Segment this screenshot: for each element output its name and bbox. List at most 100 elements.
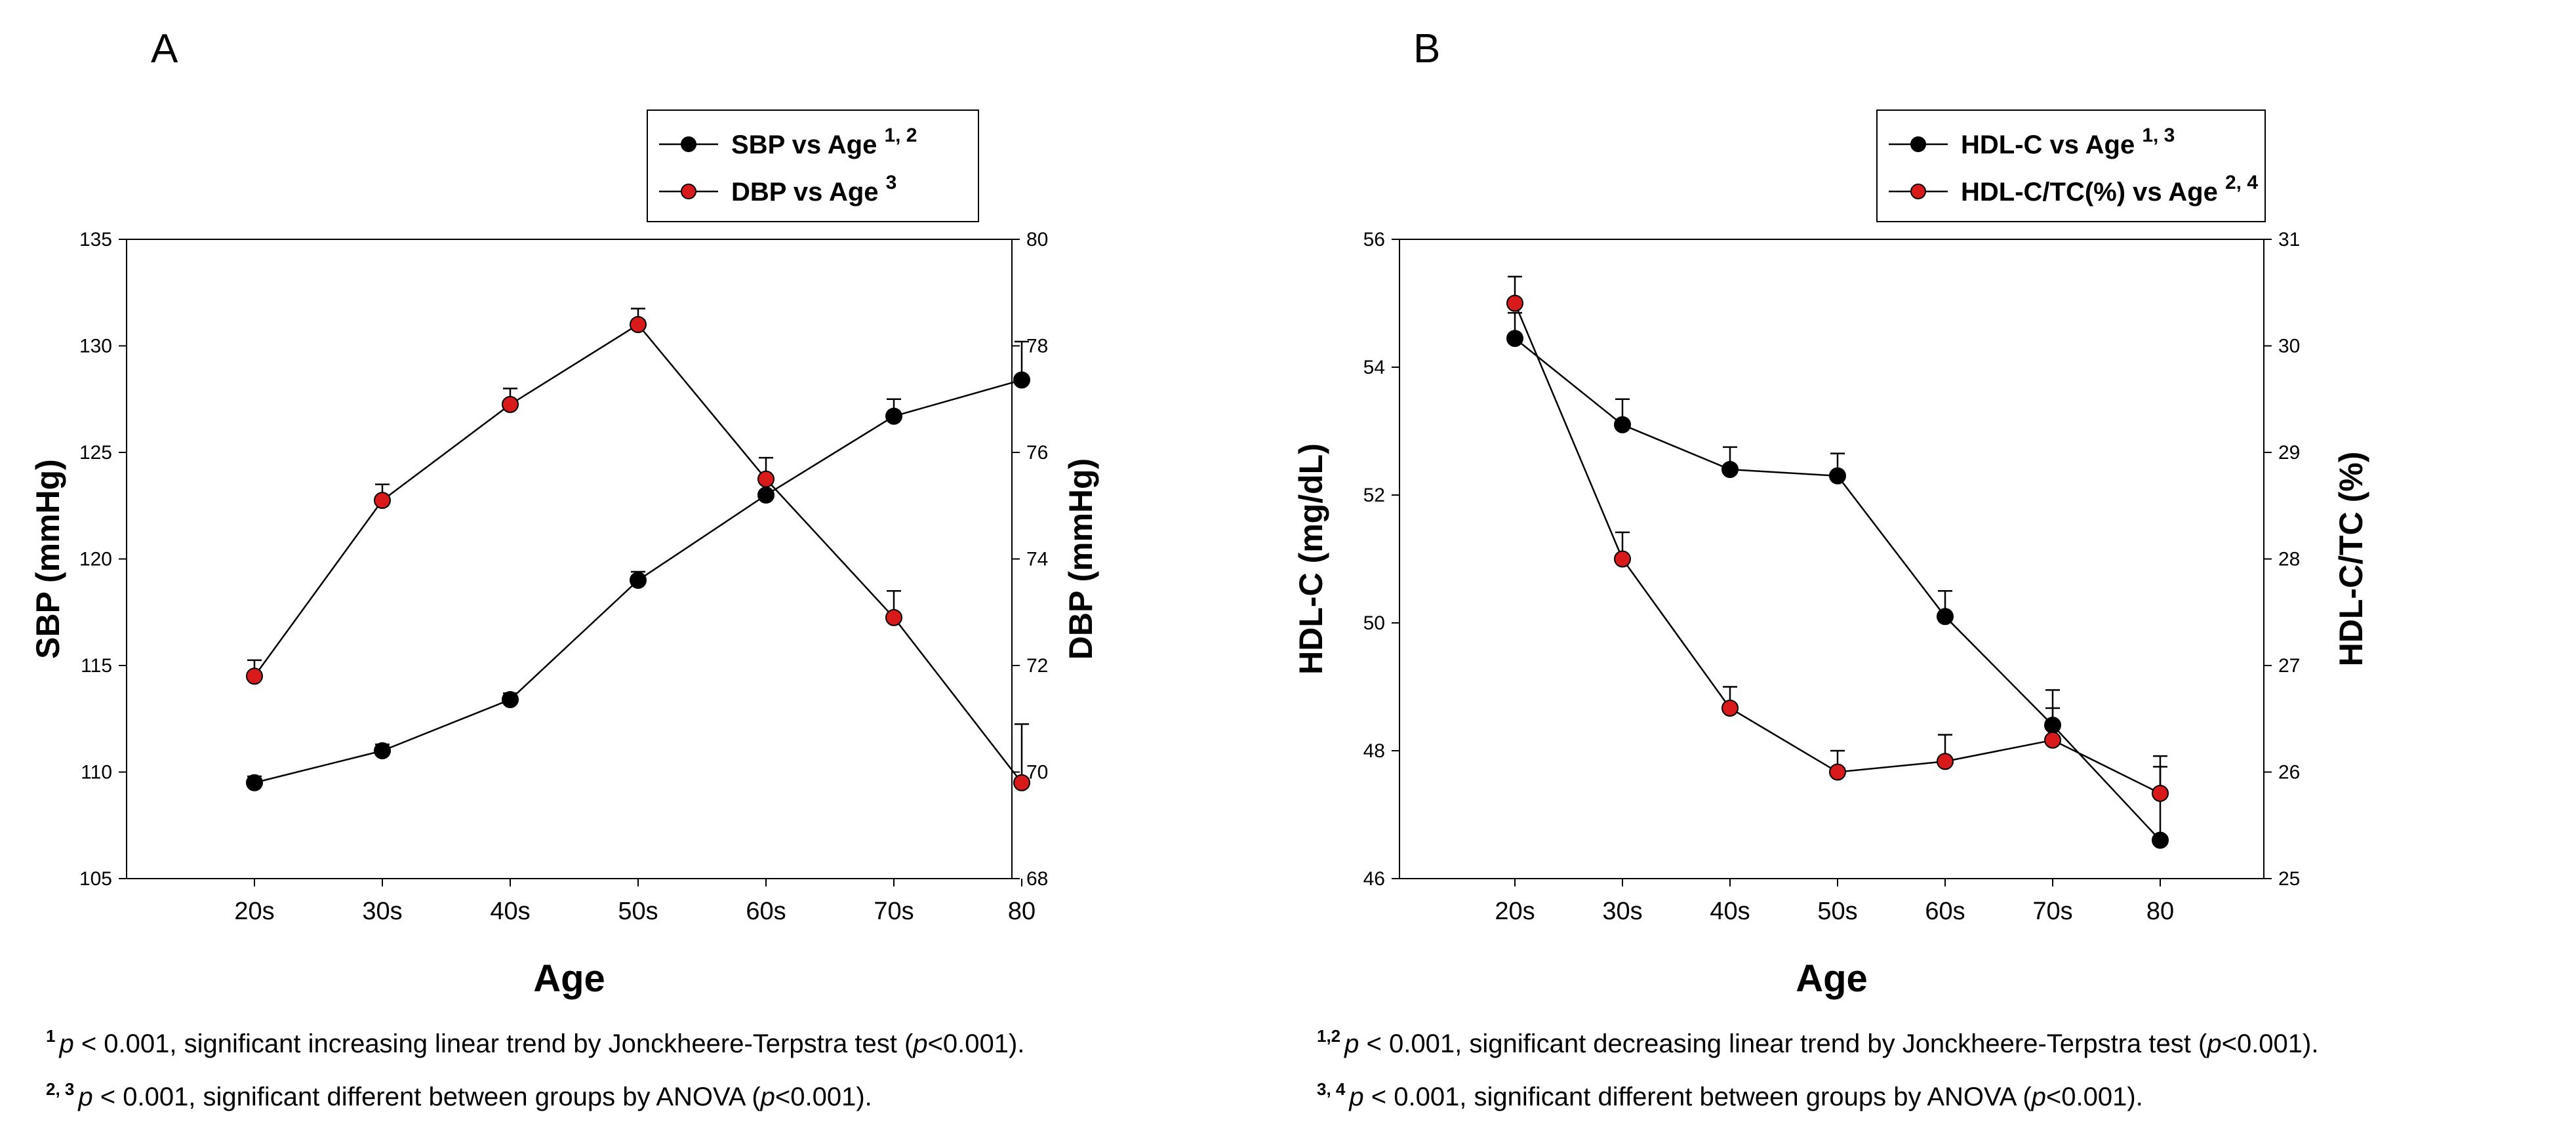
series-line [1514, 303, 2161, 795]
legend-box [1876, 109, 2266, 222]
left-tick-label: 48 [1363, 740, 1385, 762]
x-tick-label: 80 [2146, 898, 2174, 925]
right-tick-label: 72 [1026, 655, 1048, 677]
data-point [1721, 461, 1739, 478]
data-point [757, 470, 775, 488]
data-point [1614, 416, 1631, 433]
legend-label: HDL-C vs Age 1, 3 [1961, 125, 2175, 159]
x-tick-label: 20s [1495, 898, 1535, 925]
legend-label: HDL-C/TC(%) vs Age 2, 4 [1961, 172, 2258, 207]
x-tick-label: 60s [1925, 898, 1965, 925]
x-tick-label: 70s [874, 898, 914, 925]
x-tick-label: 50s [1817, 898, 1857, 925]
data-point [246, 667, 263, 685]
data-point [885, 407, 902, 425]
left-tick-label: 50 [1363, 612, 1385, 634]
data-point [246, 774, 263, 791]
data-point [885, 608, 902, 626]
right-tick-label: 29 [2278, 442, 2300, 464]
left-tick-label: 56 [1363, 229, 1385, 250]
right-tick-label: 80 [1026, 229, 1048, 250]
data-point [757, 487, 775, 504]
data-point [502, 395, 519, 413]
data-point [1937, 608, 1954, 626]
series-a-0 [246, 340, 1030, 791]
data-point [1506, 330, 1523, 348]
x-tick-label: 70s [2032, 898, 2072, 925]
right-tick-label: 68 [1026, 868, 1048, 890]
data-point [1721, 700, 1739, 717]
series-a-1 [246, 308, 1030, 791]
legend-label-text: DBP vs Age [731, 178, 886, 207]
data-point [1013, 774, 1030, 791]
legend-marker [1910, 184, 1926, 199]
x-tick-label: 20s [234, 898, 274, 925]
data-point [1829, 467, 1846, 485]
right-axis-title-a: DBP (mmHg) [1062, 458, 1099, 660]
data-point [2152, 831, 2169, 849]
left-tick-label: 54 [1363, 357, 1385, 378]
left-tick-label: 125 [79, 442, 112, 464]
chart-panel-a: A 105 110 115 120 125 130 135 68 70 72 74 76 78 80 20s 3… [30, 26, 1099, 1000]
x-tick-label: 80 [1008, 898, 1036, 925]
legend-label-sup: 1, 2 [884, 125, 917, 146]
legend-label-sup: 3 [886, 172, 897, 193]
right-tick-label: 70 [1026, 762, 1048, 784]
left-axis-title-b: HDL-C (mg/dL) [1293, 443, 1329, 675]
x-tick-label: 50s [618, 898, 658, 925]
legend-marker [681, 136, 696, 152]
left-axis-title-a: SBP (mmHg) [30, 459, 66, 659]
footnote-b-1: 1,2 p < 0.001, significant decreasing lin… [1317, 1026, 2319, 1058]
x-axis-title-a: Age [533, 957, 605, 1000]
legend-label: SBP vs Age 1, 2 [731, 125, 917, 159]
series-line [253, 323, 1022, 784]
right-tick-label: 31 [2278, 229, 2300, 250]
data-point [1937, 753, 1954, 770]
left-tick-label: 110 [81, 762, 112, 784]
left-tick-label: 46 [1363, 868, 1385, 890]
right-tick-label: 25 [2278, 868, 2300, 890]
legend-label: DBP vs Age 3 [731, 172, 896, 207]
right-tick-label: 78 [1026, 336, 1048, 357]
legend-b: HDL-C vs Age 1, 3 HDL-C/TC(%) vs Age 2, 4 [1876, 109, 2266, 222]
right-tick-label: 30 [2278, 336, 2300, 357]
chart-panel-b: B 46 48 50 52 54 56 25 26 27 28 29 30 31 20s 30s 40s 50s 6… [1293, 26, 2369, 1000]
left-tick-label: 130 [79, 336, 112, 357]
data-point [502, 691, 519, 708]
x-axis-title-b: Age [1796, 957, 1868, 1000]
panel-label-a: A [151, 26, 178, 71]
data-point [1013, 371, 1030, 389]
legend-label-text: SBP vs Age [731, 130, 884, 159]
data-point [630, 316, 647, 333]
panel-label-b: B [1413, 26, 1440, 71]
data-point [2152, 785, 2169, 802]
legend-box [647, 109, 979, 222]
data-point [1614, 550, 1631, 568]
data-point [2044, 731, 2061, 749]
legend-marker [681, 184, 696, 199]
data-point [374, 492, 391, 509]
right-tick-label: 27 [2278, 655, 2300, 677]
x-tick-label: 40s [1710, 898, 1750, 925]
legend-a: SBP vs Age 1, 2 DBP vs Age 3 [647, 109, 979, 222]
right-tick-label: 26 [2278, 762, 2300, 784]
x-tick-label: 30s [362, 898, 402, 925]
legend-marker [1910, 136, 1926, 152]
legend-label-text: HDL-C vs Age [1961, 130, 2142, 159]
x-tick-label: 40s [490, 898, 530, 925]
right-tick-label: 76 [1026, 442, 1048, 464]
left-tick-label: 120 [79, 549, 112, 570]
x-tick-label: 30s [1602, 898, 1642, 925]
data-point [1506, 294, 1523, 312]
right-axis-title-b: HDL-C/TC (%) [2333, 452, 2369, 667]
left-tick-label: 115 [81, 655, 112, 677]
x-tick-label: 60s [746, 898, 786, 925]
legend-label-text: HDL-C/TC(%) vs Age [1961, 178, 2225, 207]
right-tick-label: 74 [1026, 549, 1048, 570]
data-point [1829, 763, 1846, 781]
left-tick-label: 105 [79, 868, 112, 890]
